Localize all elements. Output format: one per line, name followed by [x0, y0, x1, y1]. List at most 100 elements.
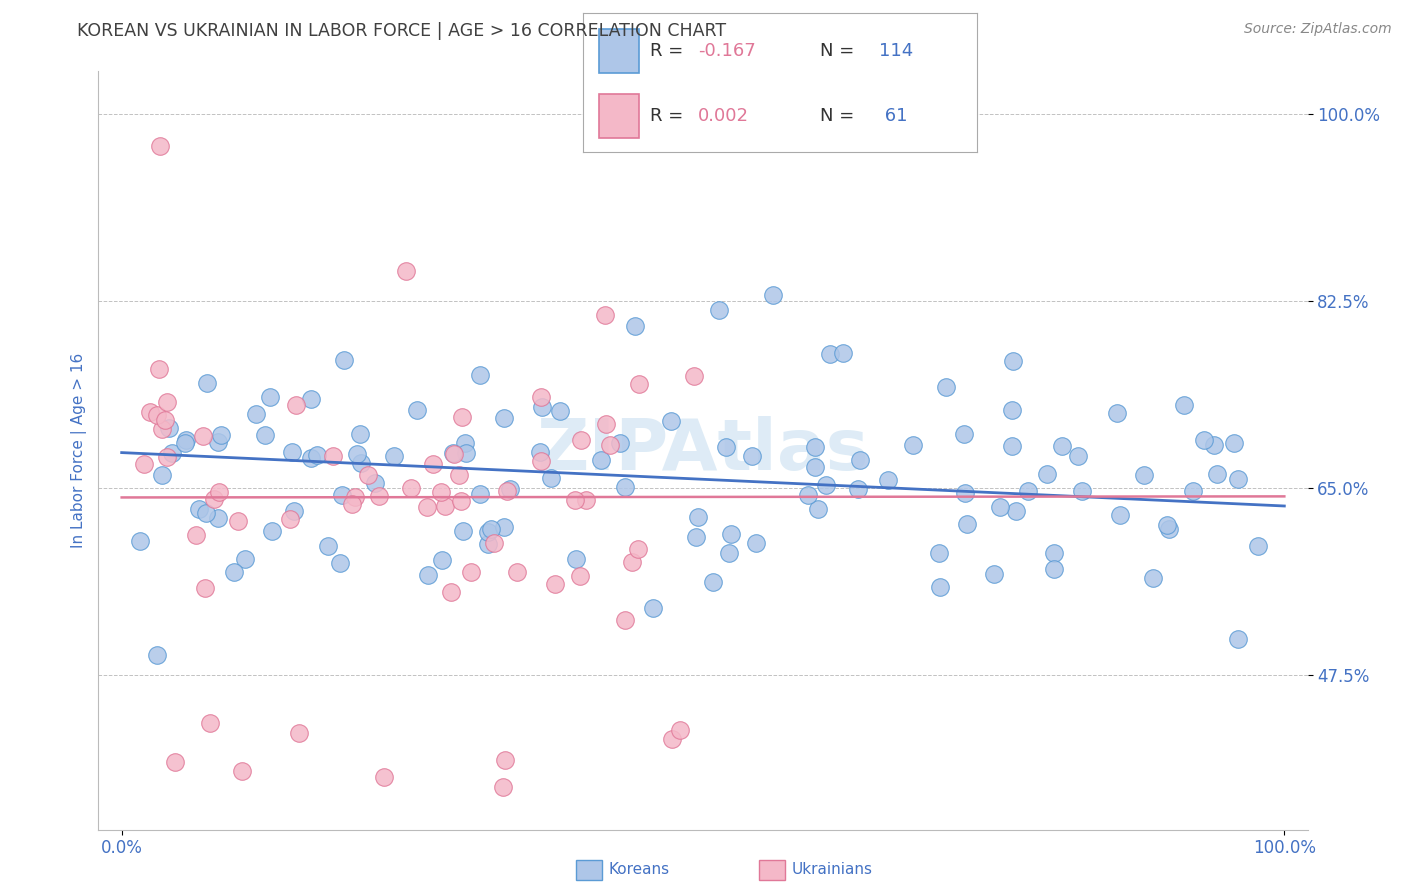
Point — [441, 446, 464, 460]
Point — [1001, 402, 1024, 417]
Text: N =: N = — [820, 42, 859, 60]
Point — [340, 497, 363, 511]
Point — [440, 585, 463, 599]
Point — [797, 488, 820, 502]
Text: KOREAN VS UKRAINIAN IN LABOR FORCE | AGE > 16 CORRELATION CHART: KOREAN VS UKRAINIAN IN LABOR FORCE | AGE… — [77, 22, 727, 40]
Point — [492, 411, 515, 425]
Point — [150, 468, 173, 483]
Point — [530, 400, 553, 414]
Point — [1043, 546, 1066, 560]
Text: R =: R = — [651, 42, 689, 60]
Point — [134, 457, 156, 471]
Point — [209, 428, 232, 442]
Point — [988, 500, 1011, 514]
Point — [194, 581, 217, 595]
Text: 0.002: 0.002 — [697, 107, 748, 125]
Point — [194, 506, 217, 520]
Point — [803, 459, 825, 474]
Point — [1205, 467, 1227, 481]
Point — [150, 422, 173, 436]
Point — [983, 566, 1005, 581]
Point — [928, 546, 950, 560]
Point — [953, 426, 976, 441]
Point — [330, 488, 353, 502]
Point — [1001, 439, 1024, 453]
Point — [316, 539, 339, 553]
Point — [564, 493, 586, 508]
Text: N =: N = — [820, 107, 859, 125]
Point — [530, 454, 553, 468]
Point — [956, 516, 979, 531]
Point — [901, 438, 924, 452]
Point — [614, 480, 637, 494]
Point — [613, 613, 636, 627]
Point — [288, 726, 311, 740]
Point — [565, 551, 588, 566]
Point — [1105, 406, 1128, 420]
Point — [848, 453, 870, 467]
Point — [128, 533, 150, 548]
Text: Koreans: Koreans — [609, 863, 669, 877]
Point — [477, 524, 499, 539]
Point — [496, 483, 519, 498]
Point — [1109, 508, 1132, 523]
Point — [814, 478, 837, 492]
Point — [148, 362, 170, 376]
Point — [333, 353, 356, 368]
Point — [422, 457, 444, 471]
Point — [346, 447, 368, 461]
Point — [709, 303, 731, 318]
Point — [659, 414, 682, 428]
Point — [595, 417, 617, 432]
Point — [702, 575, 724, 590]
Point — [349, 427, 371, 442]
Point — [224, 566, 246, 580]
Point — [832, 346, 855, 360]
Point — [456, 445, 478, 459]
Point — [139, 405, 162, 419]
Point — [174, 433, 197, 447]
Point — [453, 524, 475, 538]
Point — [593, 308, 616, 322]
Point — [350, 456, 373, 470]
Point — [299, 392, 322, 406]
Point — [530, 390, 553, 404]
Point — [1227, 472, 1250, 486]
Point — [717, 546, 740, 560]
Point — [1043, 562, 1066, 576]
Point — [162, 446, 184, 460]
Point — [1192, 433, 1215, 447]
Y-axis label: In Labor Force | Age > 16: In Labor Force | Age > 16 — [72, 353, 87, 548]
Point — [281, 445, 304, 459]
Point — [1133, 467, 1156, 482]
Point — [468, 487, 491, 501]
Point — [280, 511, 302, 525]
Point — [494, 753, 516, 767]
Point — [373, 770, 395, 784]
Point — [344, 490, 367, 504]
Point — [207, 511, 229, 525]
Point — [540, 471, 562, 485]
Point — [368, 489, 391, 503]
Point — [173, 435, 195, 450]
Point — [569, 569, 592, 583]
Point — [454, 435, 477, 450]
Text: ZIPAtlas: ZIPAtlas — [537, 416, 869, 485]
Point — [848, 482, 870, 496]
Point — [470, 368, 492, 382]
Point — [599, 438, 621, 452]
Point — [208, 485, 231, 500]
Point — [492, 780, 515, 794]
Point — [1070, 484, 1092, 499]
Point — [1247, 540, 1270, 554]
Point — [226, 514, 249, 528]
Point — [188, 502, 211, 516]
Text: 114: 114 — [879, 42, 912, 60]
Point — [184, 528, 207, 542]
Point — [262, 524, 284, 539]
Point — [661, 731, 683, 746]
Point — [418, 568, 440, 582]
Point — [207, 434, 229, 449]
Point — [548, 404, 571, 418]
Point — [406, 403, 429, 417]
